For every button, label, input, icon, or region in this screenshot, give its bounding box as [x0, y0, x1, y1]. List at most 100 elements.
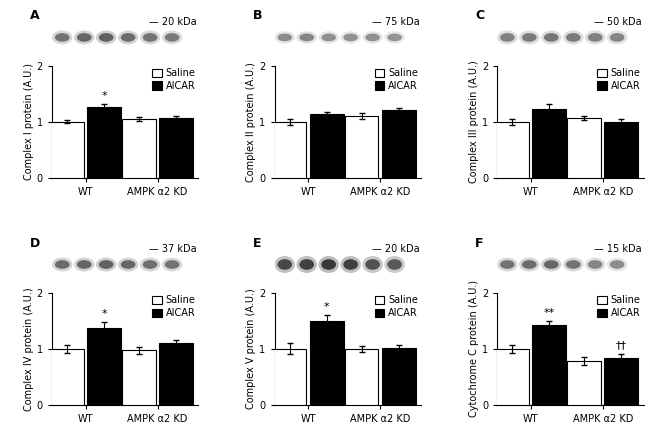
Bar — [159, 118, 193, 178]
Ellipse shape — [278, 259, 292, 270]
Ellipse shape — [541, 258, 562, 271]
Ellipse shape — [300, 33, 314, 41]
Bar — [122, 119, 156, 178]
Ellipse shape — [77, 33, 92, 42]
Bar — [532, 325, 566, 405]
Text: — 50 kDa: — 50 kDa — [594, 17, 642, 27]
Bar — [273, 121, 306, 178]
Bar — [567, 118, 601, 178]
Y-axis label: Complex I protein (A.U.): Complex I protein (A.U.) — [24, 63, 34, 180]
Bar — [604, 358, 638, 405]
Ellipse shape — [99, 260, 114, 269]
Ellipse shape — [296, 256, 317, 273]
Ellipse shape — [610, 260, 625, 269]
Ellipse shape — [500, 33, 515, 42]
Ellipse shape — [52, 258, 73, 271]
Text: *: * — [101, 91, 107, 101]
Bar — [344, 116, 378, 178]
Ellipse shape — [118, 258, 138, 271]
Text: — 20 kDa: — 20 kDa — [150, 17, 197, 27]
Bar — [310, 321, 344, 405]
Text: *: * — [324, 302, 330, 312]
Ellipse shape — [519, 258, 540, 271]
Ellipse shape — [162, 258, 182, 271]
Ellipse shape — [387, 33, 402, 41]
Ellipse shape — [607, 258, 627, 271]
Bar — [532, 109, 566, 178]
Text: ††: †† — [616, 340, 627, 351]
Ellipse shape — [321, 33, 336, 41]
Ellipse shape — [522, 260, 537, 269]
Legend: Saline, AICAR: Saline, AICAR — [596, 68, 642, 92]
Ellipse shape — [341, 256, 361, 273]
Ellipse shape — [118, 31, 138, 44]
Bar — [159, 343, 193, 405]
Text: — 15 kDa: — 15 kDa — [594, 244, 642, 254]
Bar — [382, 348, 415, 405]
Legend: Saline, AICAR: Saline, AICAR — [596, 295, 642, 319]
Legend: Saline, AICAR: Saline, AICAR — [374, 68, 419, 92]
Ellipse shape — [387, 259, 402, 270]
Ellipse shape — [585, 31, 605, 44]
Bar — [310, 114, 344, 178]
Ellipse shape — [300, 259, 314, 270]
Ellipse shape — [500, 260, 515, 269]
Ellipse shape — [544, 260, 558, 269]
Y-axis label: Cytochrome C protein (A.U.): Cytochrome C protein (A.U.) — [469, 280, 479, 417]
Y-axis label: Complex V protein (A.U.): Complex V protein (A.U.) — [246, 288, 257, 409]
Ellipse shape — [610, 33, 625, 42]
Bar — [50, 121, 84, 178]
Text: B: B — [253, 9, 262, 23]
Ellipse shape — [563, 258, 584, 271]
Y-axis label: Complex III protein (A.U.): Complex III protein (A.U.) — [469, 61, 479, 183]
Ellipse shape — [96, 258, 116, 271]
Legend: Saline, AICAR: Saline, AICAR — [374, 295, 419, 319]
Bar — [273, 349, 306, 405]
Ellipse shape — [164, 260, 179, 269]
Ellipse shape — [164, 33, 179, 42]
Ellipse shape — [563, 31, 584, 44]
Ellipse shape — [55, 33, 70, 42]
Ellipse shape — [363, 256, 383, 273]
Ellipse shape — [519, 31, 540, 44]
Ellipse shape — [607, 31, 627, 44]
Bar — [382, 110, 415, 178]
Ellipse shape — [566, 260, 580, 269]
Ellipse shape — [384, 31, 405, 44]
Text: D: D — [30, 237, 40, 250]
Ellipse shape — [140, 31, 161, 44]
Bar — [87, 328, 121, 405]
Text: — 37 kDa: — 37 kDa — [150, 244, 197, 254]
Ellipse shape — [318, 31, 339, 44]
Ellipse shape — [96, 31, 116, 44]
Ellipse shape — [121, 260, 135, 269]
Ellipse shape — [274, 31, 295, 44]
Ellipse shape — [588, 33, 603, 42]
Legend: Saline, AICAR: Saline, AICAR — [151, 68, 196, 92]
Ellipse shape — [566, 33, 580, 42]
Ellipse shape — [365, 259, 380, 270]
Ellipse shape — [77, 260, 92, 269]
Ellipse shape — [74, 258, 94, 271]
Legend: Saline, AICAR: Saline, AICAR — [151, 295, 196, 319]
Ellipse shape — [162, 31, 182, 44]
Ellipse shape — [52, 31, 73, 44]
Ellipse shape — [544, 33, 558, 42]
Text: — 20 kDa: — 20 kDa — [372, 244, 419, 254]
Bar — [495, 349, 529, 405]
Y-axis label: Complex IV protein (A.U.): Complex IV protein (A.U.) — [24, 287, 34, 411]
Text: E: E — [253, 237, 261, 250]
Text: *: * — [101, 309, 107, 319]
Ellipse shape — [497, 31, 517, 44]
Ellipse shape — [143, 33, 157, 42]
Ellipse shape — [522, 33, 537, 42]
Ellipse shape — [121, 33, 135, 42]
Ellipse shape — [585, 258, 605, 271]
Ellipse shape — [541, 31, 562, 44]
Ellipse shape — [140, 258, 161, 271]
Ellipse shape — [321, 259, 336, 270]
Ellipse shape — [274, 256, 295, 273]
Ellipse shape — [365, 33, 380, 41]
Text: — 75 kDa: — 75 kDa — [372, 17, 419, 27]
Ellipse shape — [74, 31, 94, 44]
